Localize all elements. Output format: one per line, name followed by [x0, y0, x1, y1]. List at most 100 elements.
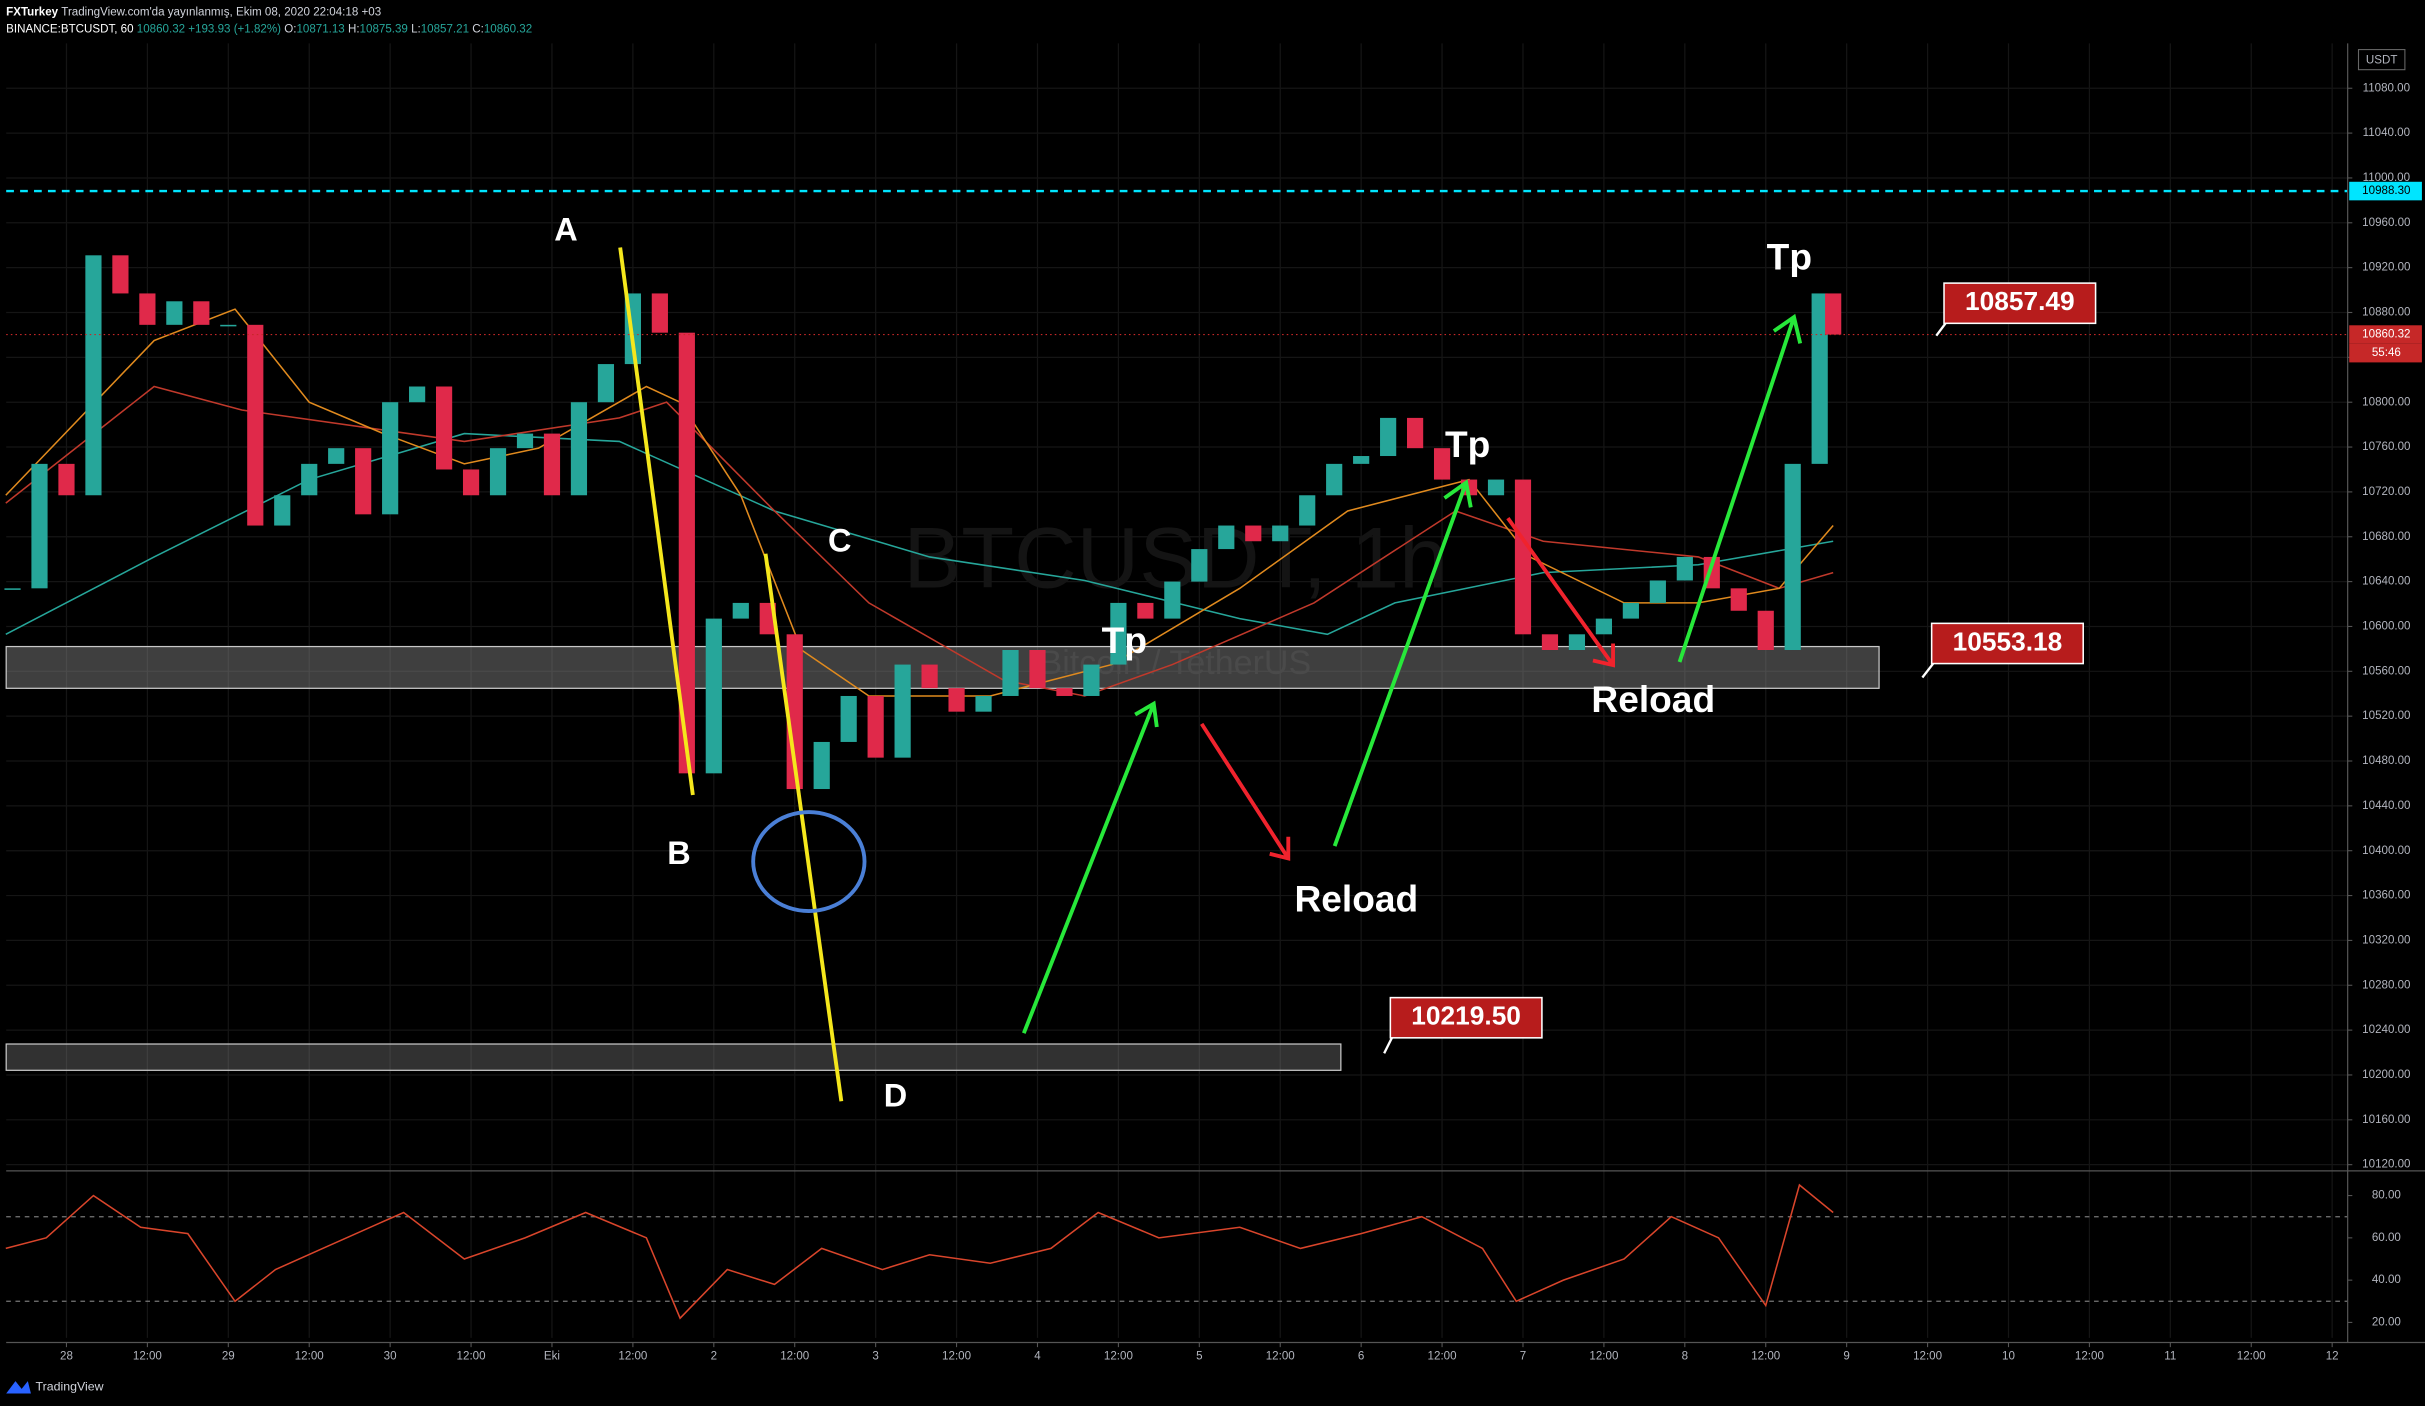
brand: TradingView — [36, 1380, 104, 1394]
annotation: Tp — [1767, 236, 1812, 278]
x-tick-label: 2 — [711, 1350, 717, 1362]
y-tick-label: 10600.00 — [2362, 621, 2410, 633]
candle — [1002, 650, 1019, 696]
footer: TradingView — [6, 1380, 104, 1394]
candle — [1407, 417, 1424, 449]
candle — [328, 448, 345, 464]
x-tick-label: 11 — [2164, 1350, 2176, 1362]
price-tag — [2349, 181, 2422, 201]
candle — [1029, 650, 1046, 689]
trend-line — [763, 553, 844, 1102]
candle — [112, 255, 129, 294]
candle — [516, 433, 534, 449]
candle — [166, 301, 183, 325]
candle — [489, 448, 507, 496]
candle — [409, 386, 426, 403]
ohlc-value: 10875.39 — [360, 24, 408, 36]
candle — [570, 402, 588, 496]
y-tick-label: 10120.00 — [2362, 1159, 2410, 1171]
y-tick-label: 10520.00 — [2362, 710, 2410, 722]
candle — [597, 364, 615, 403]
callout-box — [1930, 622, 2084, 665]
y-tick-label: 10280.00 — [2362, 979, 2410, 991]
price-axis-bg — [2347, 0, 2425, 1406]
y-tick-label: 10320.00 — [2362, 934, 2410, 946]
candle — [975, 695, 992, 712]
candle — [948, 688, 965, 712]
candle — [4, 588, 21, 590]
trend-line — [618, 247, 695, 796]
candle — [1811, 293, 1828, 464]
y-tick-label: 10240.00 — [2362, 1024, 2410, 1036]
x-tick-label: 30 — [384, 1350, 397, 1362]
candle — [1622, 602, 1639, 619]
ohlc-key: H: — [348, 24, 360, 36]
x-tick-label: 12:00 — [1428, 1350, 1457, 1362]
annotation: B — [667, 835, 690, 871]
candle — [1568, 634, 1586, 651]
logo — [6, 1381, 31, 1394]
arrow — [1022, 700, 1159, 1034]
candle — [1784, 463, 1801, 651]
x-tick-label: 12:00 — [618, 1350, 647, 1362]
x-tick-label: 12:00 — [295, 1350, 324, 1362]
candle — [651, 293, 668, 333]
ohlc-value: 10871.13 — [296, 24, 344, 36]
annotation: Reload — [1591, 678, 1715, 720]
annotation: Tp — [1445, 423, 1490, 465]
y-tick-label: 10720.00 — [2362, 486, 2410, 498]
callout-box — [1943, 282, 2097, 325]
callout-box — [1389, 996, 1543, 1039]
candle — [1353, 456, 1370, 464]
candle — [813, 741, 830, 790]
x-tick-label: Eki — [544, 1350, 560, 1362]
y-tick-label: 10560.00 — [2362, 665, 2410, 677]
y-tick-label: 11080.00 — [2363, 82, 2410, 94]
candle — [1137, 602, 1154, 619]
zone — [5, 1043, 1342, 1071]
candle — [355, 448, 372, 515]
candle — [1757, 610, 1774, 651]
moving-average — [5, 308, 1834, 697]
callout-label: 10553.18 — [1953, 626, 2063, 656]
candle — [85, 255, 102, 496]
candle — [840, 695, 857, 742]
x-tick-label: 7 — [1520, 1350, 1526, 1362]
y-tick-label: 40.00 — [2372, 1274, 2401, 1286]
y-tick-label: 10360.00 — [2362, 890, 2410, 902]
candle — [247, 324, 264, 526]
candle — [921, 664, 938, 689]
grid — [6, 43, 2348, 1338]
callouts: 10857.49 10553.18 10219.50 — [1383, 282, 2097, 1054]
arrow — [1677, 313, 1803, 663]
candle — [1218, 525, 1235, 550]
candle — [274, 495, 291, 526]
candle — [193, 301, 210, 325]
axes: 10120.0010160.0010200.0010240.0010280.00… — [60, 82, 2422, 1362]
unit-box — [2357, 49, 2406, 71]
x-tick-label: 6 — [1358, 1350, 1364, 1362]
candle — [1164, 581, 1181, 619]
symbol: BINANCE:BTCUSDT, 60 — [6, 24, 133, 36]
y-tick-label: 10480.00 — [2362, 755, 2410, 767]
price-tag — [2349, 325, 2422, 344]
change: +193.93 (+1.82%) — [188, 24, 281, 36]
candle — [1110, 602, 1127, 665]
candle — [543, 433, 561, 496]
y-tick-label: 10680.00 — [2362, 531, 2410, 543]
y-tick-label: 10160.00 — [2362, 1114, 2410, 1126]
x-tick-label: 12:00 — [2237, 1350, 2266, 1362]
y-tick-label: 11000.00 — [2363, 172, 2410, 184]
x-tick-label: 12:00 — [133, 1350, 162, 1362]
candle — [1541, 634, 1559, 651]
candle — [139, 293, 156, 325]
candle — [1380, 417, 1397, 457]
candle — [462, 469, 480, 496]
callout-label: 10219.50 — [1411, 1001, 1521, 1031]
arrow — [1506, 517, 1615, 668]
header: FXTurkey TradingView.com'da yayınlanmış,… — [6, 7, 532, 36]
x-tick-label: 10 — [2002, 1350, 2015, 1362]
